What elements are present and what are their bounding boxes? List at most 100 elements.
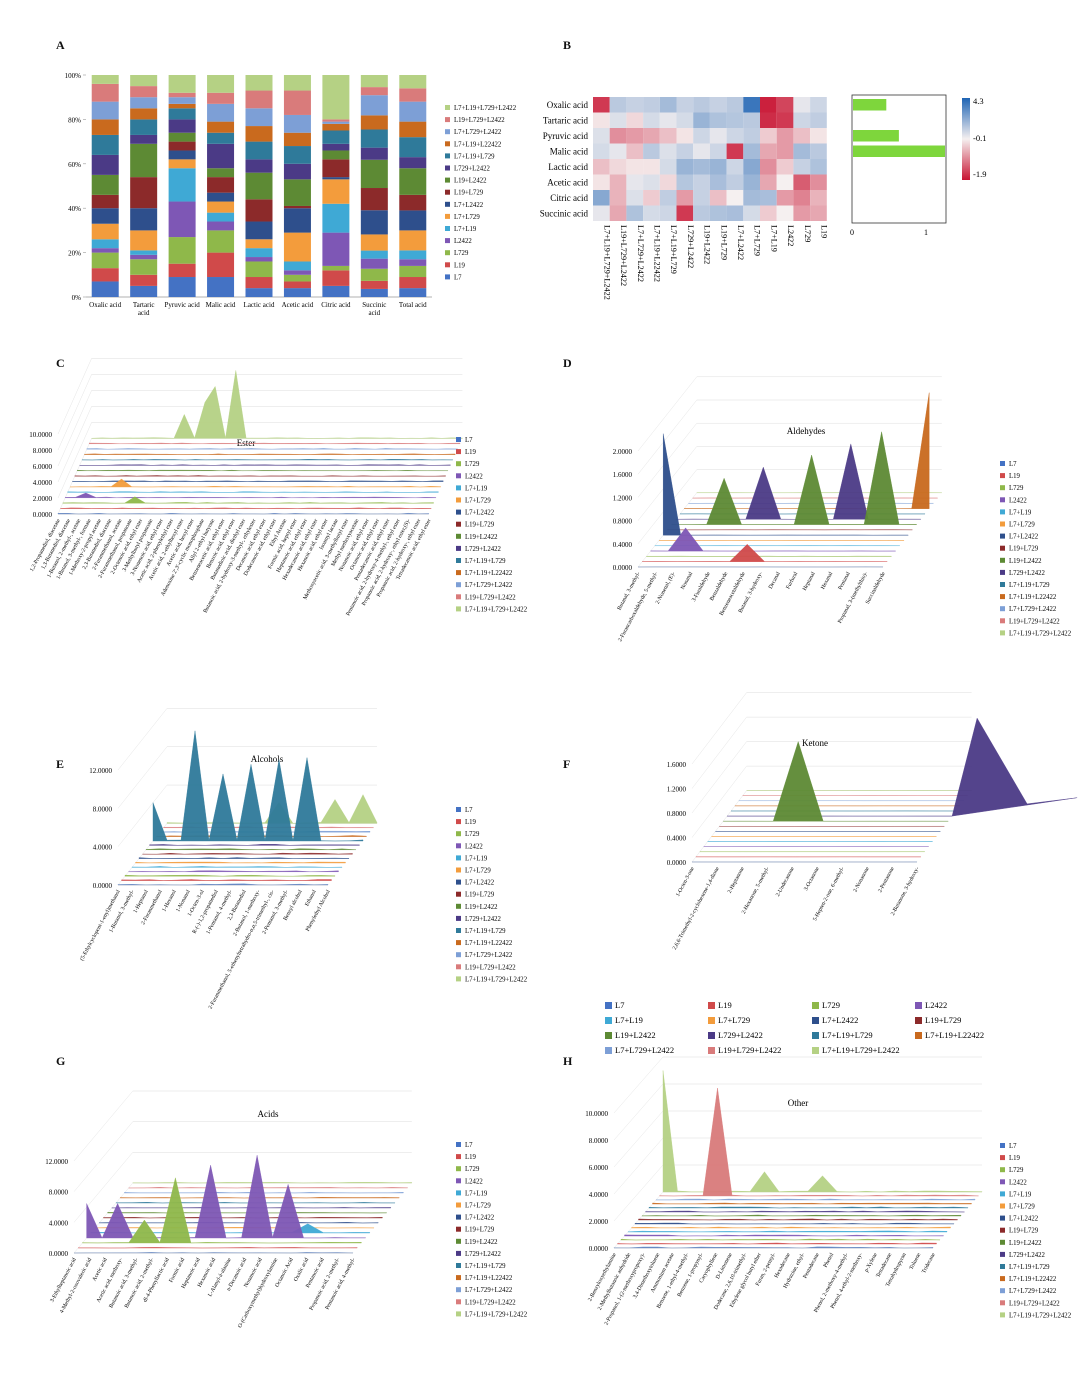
series-area xyxy=(652,1202,972,1205)
heatmap-cell xyxy=(776,159,794,175)
y-tick-label: 10.0000 xyxy=(29,431,52,439)
legend-swatch xyxy=(456,1263,461,1268)
legend-label: L729 xyxy=(454,250,469,257)
series-area xyxy=(650,527,896,552)
legend-swatch xyxy=(1000,509,1005,515)
legend-label: L19 xyxy=(1009,473,1021,480)
heatmap-cell xyxy=(626,112,644,128)
y-tick-label: 10.0000 xyxy=(585,1110,608,1118)
chart-title: Aldehydes xyxy=(787,426,826,436)
legend-label: L19+L729 xyxy=(1009,1228,1039,1235)
bar-segment xyxy=(360,87,388,96)
legend-label: L729+L2422 xyxy=(465,916,502,923)
x-tick-label: Citric acid xyxy=(321,301,351,309)
legend-swatch xyxy=(456,903,461,909)
bar-segment xyxy=(130,208,158,231)
legend-label: L7+L19 xyxy=(615,1015,643,1025)
bar-segment xyxy=(360,129,388,148)
bar-segment xyxy=(399,137,427,158)
heatmap-cell xyxy=(709,205,727,221)
legend-swatch xyxy=(456,509,461,515)
bar-segment xyxy=(322,179,350,204)
bar-segment xyxy=(399,250,427,260)
legend-swatch xyxy=(708,1017,715,1024)
legend-label: L19+L729 xyxy=(465,522,495,529)
heatmap-cell xyxy=(760,143,777,159)
panel-letter-b: B xyxy=(563,38,572,52)
legend-swatch xyxy=(456,558,461,563)
chart-title: Alcohols xyxy=(251,754,284,764)
y-tick-label: 0.4000 xyxy=(667,835,687,843)
heatmap-cell xyxy=(609,128,627,144)
legend-label: L7 xyxy=(465,1142,473,1149)
legend-label: L7+L19 xyxy=(465,855,488,862)
bar-segment xyxy=(245,126,273,142)
legend-label: L19+L729 xyxy=(465,1227,495,1234)
legend-label: L19+L2422 xyxy=(454,178,487,185)
bar-segment xyxy=(245,108,273,127)
legend-label: L19+L729 xyxy=(454,190,484,197)
series-area xyxy=(648,1206,969,1209)
heatmap-cell xyxy=(726,143,744,159)
heatmap-cell xyxy=(659,97,677,113)
y-tick-label: 20% xyxy=(68,250,81,258)
heatmap-col-label: L7+L19+L729 xyxy=(669,225,678,274)
legend-label: L7 xyxy=(465,437,473,444)
bar-segment xyxy=(130,230,158,251)
legend-label: L7+L19+L22422 xyxy=(1009,1276,1057,1283)
heatmap-cell xyxy=(659,128,677,144)
legend-label: L7 xyxy=(454,274,462,281)
y-tick-label: 2.0000 xyxy=(589,1218,609,1226)
legend-label: L7+L729+L2422 xyxy=(454,129,502,136)
y-tick-label: 0.0000 xyxy=(667,859,687,867)
legend-swatch xyxy=(456,1287,461,1293)
bar-segment xyxy=(130,86,158,98)
legend-swatch xyxy=(1000,533,1005,539)
y-tick-label: 4.0000 xyxy=(93,844,113,852)
x-tick-label: 4-Methyl-2-oxovaleric acid xyxy=(59,1257,93,1314)
heatmap-cell xyxy=(626,159,644,175)
legend-label: L7+L19+L729+L2422 xyxy=(465,976,528,983)
legend-swatch xyxy=(708,1047,715,1054)
legend-label: L7+L19+L22422 xyxy=(465,1275,513,1282)
series-area xyxy=(641,1214,962,1217)
series-area xyxy=(138,857,350,859)
depth-grid-line xyxy=(613,1164,664,1222)
legend-swatch xyxy=(456,437,461,442)
heatmap-cell xyxy=(609,174,627,190)
heatmap-row-label: Succinic acid xyxy=(540,208,589,218)
heatmap-cell xyxy=(793,190,811,206)
bar-segment xyxy=(245,257,273,262)
legend-swatch xyxy=(445,262,450,268)
bar-segment xyxy=(91,239,119,249)
bar-segment xyxy=(130,97,158,109)
heatmap-cell xyxy=(693,159,710,175)
legend-label: L7+L729 xyxy=(454,214,480,221)
legend-label: L7+L19+L729 xyxy=(465,1263,506,1270)
legend-label: L2422 xyxy=(925,1000,947,1010)
legend-swatch xyxy=(1000,1155,1005,1161)
series-area xyxy=(642,544,888,562)
legend-swatch xyxy=(915,1017,922,1024)
legend-swatch xyxy=(456,1154,461,1160)
legend-label: L7+L729+L2422 xyxy=(465,1287,513,1294)
bar-segment xyxy=(283,146,311,164)
legend-label: L7+L2422 xyxy=(1009,534,1039,541)
depth-grid-line xyxy=(117,746,168,809)
legend-label: L19+L729+L2422 xyxy=(1009,1300,1060,1307)
heatmap-cell xyxy=(709,159,727,175)
series-area xyxy=(124,874,336,877)
panel-g-chart: 0.00004.00008.000012.0000Acids3-Ethylhep… xyxy=(45,1090,528,1329)
legend-label: L19 xyxy=(465,819,477,826)
bar-segment xyxy=(322,159,350,178)
bar-segment xyxy=(322,150,350,160)
legend-label: L7+L19 xyxy=(1009,1191,1032,1198)
heatmap-cell xyxy=(593,190,610,206)
heatmap-cell xyxy=(776,174,794,190)
series-area xyxy=(638,1218,958,1221)
legend-label: L7+L19+L729+L2422 xyxy=(465,1311,528,1318)
heatmap-col-label: L19+L2422 xyxy=(703,225,712,264)
heatmap-cell xyxy=(693,143,710,159)
legend-swatch xyxy=(456,843,461,849)
bar-segment xyxy=(207,103,235,122)
